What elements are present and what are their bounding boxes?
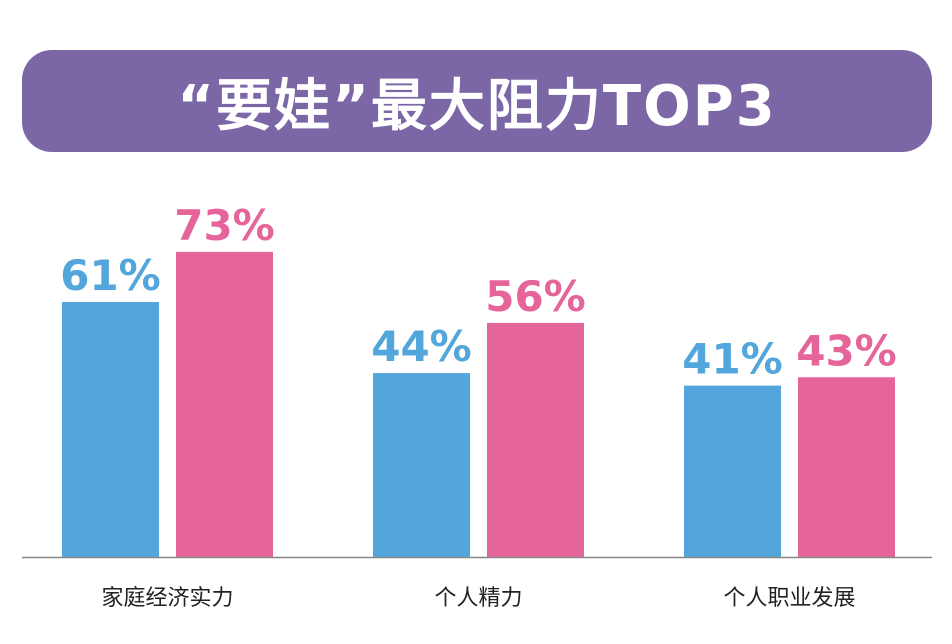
- data-label-pink-0: 73%: [174, 201, 275, 250]
- category-label-0: 家庭经济实力: [101, 586, 233, 611]
- chart-title: “要娃”最大阻力TOP3: [177, 73, 777, 139]
- bar-blue-2: [684, 385, 781, 557]
- data-label-blue-0: 61%: [60, 251, 161, 300]
- category-label-1: 个人精力: [434, 586, 522, 611]
- bar-pink-1: [487, 322, 584, 557]
- bar-pink-2: [798, 377, 895, 557]
- title-banner: “要娃”最大阻力TOP3: [22, 50, 932, 152]
- data-label-pink-2: 43%: [796, 326, 897, 375]
- bar-blue-1: [373, 373, 470, 557]
- category-label-2: 个人职业发展: [723, 586, 855, 611]
- bar-pink-0: [176, 251, 273, 558]
- data-label-blue-2: 41%: [682, 335, 783, 384]
- data-label-pink-1: 56%: [485, 272, 586, 321]
- bar-blue-0: [62, 302, 159, 557]
- data-label-blue-1: 44%: [371, 322, 472, 371]
